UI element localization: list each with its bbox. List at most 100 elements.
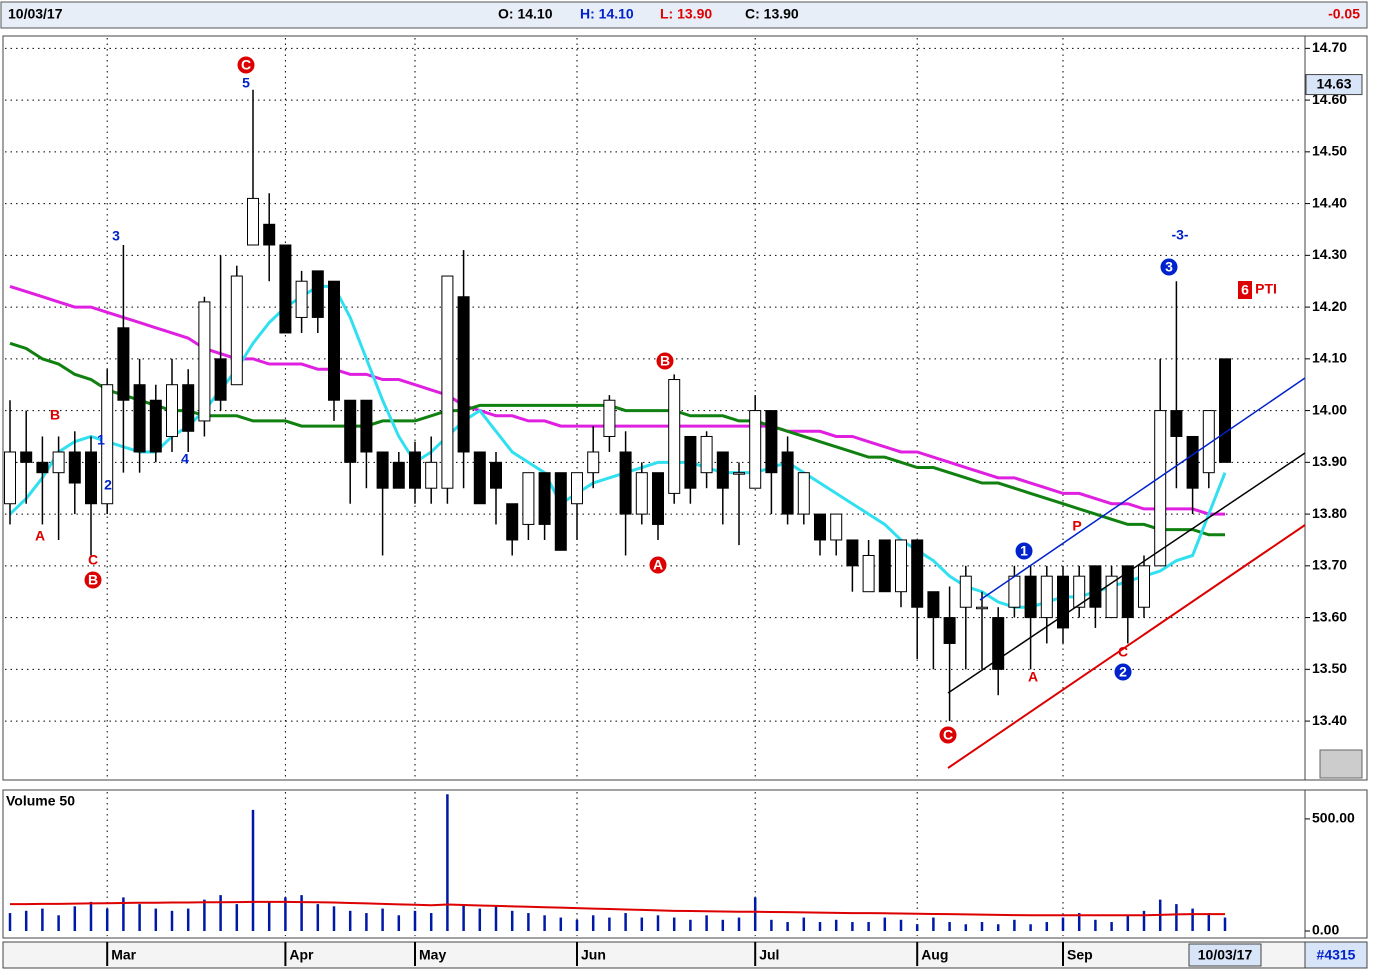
id-box: [1304, 941, 1368, 969]
y-tick-label: 13.50: [1312, 660, 1347, 676]
x-tick-label: Apr: [289, 947, 314, 963]
annotation-badge: [1014, 541, 1034, 561]
candle-body: [1170, 410, 1183, 437]
candle-body: [603, 399, 616, 437]
annotation: B: [50, 407, 60, 423]
volume-average: [10, 900, 1225, 917]
candle-body: [927, 591, 940, 619]
x-tick-label: May: [419, 947, 446, 963]
x-tick-label: Sep: [1067, 947, 1093, 963]
header-change: -0.05: [1328, 6, 1360, 22]
candle-body: [846, 539, 859, 567]
annotation: PTI: [1255, 281, 1277, 297]
candle-body: [1089, 565, 1102, 608]
annotation: 2: [1119, 664, 1127, 680]
annotation-badge: [938, 725, 958, 745]
y-tick-label: 13.90: [1312, 453, 1347, 469]
candle-body: [587, 451, 600, 474]
candle-body: [1219, 358, 1231, 463]
annotation-badge: [1159, 257, 1179, 277]
candle-body: [20, 451, 33, 463]
candle-body: [554, 472, 567, 551]
candle-body: [344, 399, 357, 463]
annotation: C: [88, 552, 98, 568]
annotation: 1: [1020, 543, 1028, 559]
panel-title: Volume 50: [6, 793, 75, 809]
y-tick-label: 14.40: [1312, 194, 1347, 210]
candle-body: [311, 270, 324, 318]
candle-body: [716, 451, 729, 489]
candle-body: [68, 451, 81, 484]
candle-body: [781, 451, 794, 515]
annotation-badge: [655, 351, 675, 371]
y-tick-label: 0.00: [1312, 922, 1339, 938]
candle-body: [36, 461, 49, 474]
candle-body: [1040, 575, 1053, 619]
candle-body: [230, 275, 243, 386]
candle-body: [911, 539, 924, 608]
candle-body: [878, 539, 891, 593]
header-close: C: 13.90: [745, 6, 799, 22]
moving-average: [9, 341, 1225, 537]
candle-body: [101, 384, 114, 505]
y-tick-label: 14.10: [1312, 350, 1347, 366]
candle-body: [85, 451, 97, 505]
annotation-badge: [1238, 281, 1252, 299]
toolbar-icon[interactable]: [1319, 749, 1363, 779]
annotation: A: [35, 528, 45, 544]
candle-body: [1154, 410, 1167, 567]
candle-body: [376, 451, 389, 489]
y-tick-label: 500.00: [1312, 810, 1355, 826]
annotation-badge: [236, 55, 256, 75]
candle-body: [684, 435, 697, 489]
trend-line: [979, 377, 1306, 601]
trend-line: [947, 524, 1306, 769]
candle-body: [635, 472, 648, 515]
annotation: 3: [1165, 259, 1173, 275]
candle-body: [619, 451, 632, 515]
candle-body: [1073, 575, 1086, 608]
x-tick-label: Jun: [581, 947, 606, 963]
annotation: P: [1072, 518, 1081, 534]
candle-body: [749, 410, 762, 489]
candle-body: [473, 451, 486, 505]
candle-body: [198, 301, 211, 422]
y-tick-label: 14.30: [1312, 246, 1347, 262]
candle-body: [490, 461, 502, 489]
annotation: C: [1118, 644, 1128, 660]
annotation: 1: [97, 432, 105, 448]
y-tick-label: 14.70: [1312, 39, 1347, 55]
candle-body: [117, 327, 130, 401]
candle-body: [409, 451, 421, 489]
candle-body: [166, 384, 178, 437]
candle-body: [360, 399, 373, 453]
candle-body: [506, 503, 519, 541]
date-box-label: 10/03/17: [1198, 947, 1253, 963]
candle-body: [247, 197, 259, 246]
candle-body: [1008, 575, 1021, 608]
annotation: 3: [112, 228, 120, 244]
candle-body: [765, 410, 778, 474]
annotation: C: [241, 57, 251, 73]
candle-body: [522, 472, 535, 525]
candle-body: [959, 575, 972, 608]
candle-body: [652, 472, 664, 525]
candle-body: [895, 539, 907, 593]
y-tick-label: 13.70: [1312, 557, 1347, 573]
annotation: A: [653, 557, 663, 573]
candle-body: [182, 384, 195, 432]
annotation-badge: [648, 555, 668, 575]
candle-body: [133, 384, 146, 453]
annotation-badge: [83, 570, 103, 590]
candle-body: [457, 296, 470, 453]
price-panel: [2, 35, 1306, 781]
header-high: H: 14.10: [580, 6, 634, 22]
y-tick-label: 14.20: [1312, 298, 1347, 314]
candle-body: [1057, 575, 1069, 629]
candle-body: [1186, 435, 1199, 489]
candle-body: [733, 472, 745, 475]
y-tick-label: 13.40: [1312, 712, 1347, 728]
candle-body: [814, 513, 826, 541]
x-tick-label: Jul: [759, 947, 779, 963]
